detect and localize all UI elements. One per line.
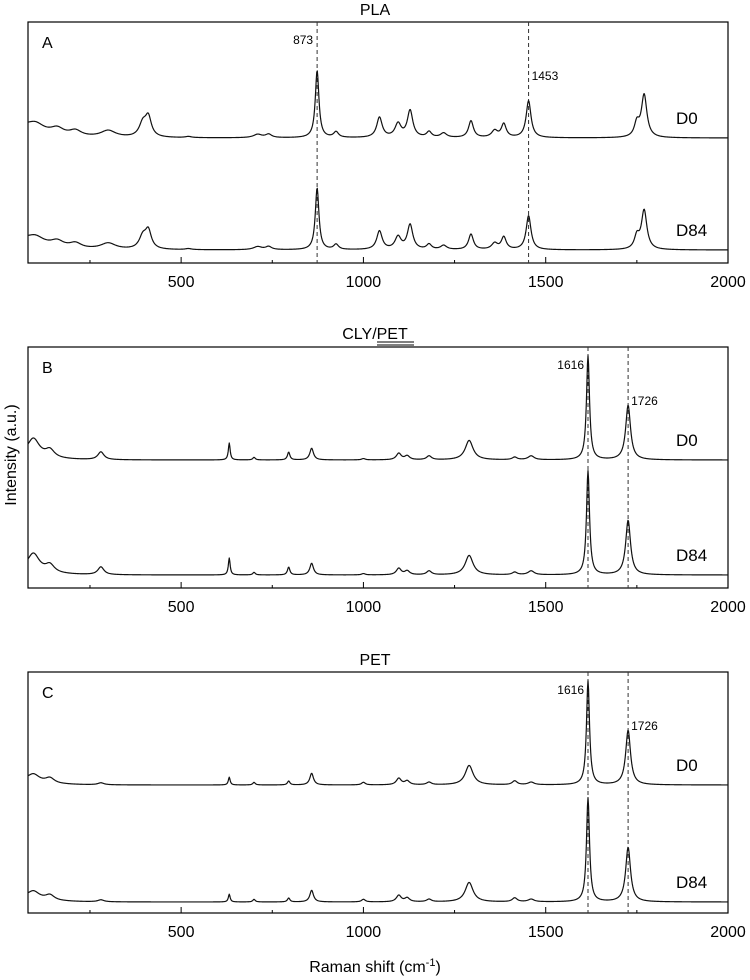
plot-frame xyxy=(27,671,729,914)
series-label-D0: D0 xyxy=(676,109,698,128)
x-tick-label: 2000 xyxy=(710,599,746,616)
peak-label-873: 873 xyxy=(293,33,313,47)
series-label-D0: D0 xyxy=(676,756,698,775)
series-label-D84: D84 xyxy=(676,221,707,240)
y-axis-label: Intensity (a.u.) xyxy=(3,404,20,505)
series-label-D84: D84 xyxy=(676,546,707,565)
panel-title: CLY/PET xyxy=(342,326,408,343)
x-axis-label: Raman shift (cm-1) xyxy=(309,957,441,976)
peak-label-1726: 1726 xyxy=(631,394,658,408)
panel-letter: A xyxy=(42,35,53,52)
peak-label-1726: 1726 xyxy=(631,719,658,733)
series-label-D84: D84 xyxy=(676,873,707,892)
peak-label-1616: 1616 xyxy=(557,358,584,372)
x-tick-label: 1000 xyxy=(346,274,382,291)
x-axis-label-main: Raman shift (cm xyxy=(309,959,425,976)
x-tick-label: 1000 xyxy=(346,599,382,616)
spectrum-D0 xyxy=(27,680,729,786)
spectrum-D84 xyxy=(27,470,729,576)
x-tick-label: 1500 xyxy=(528,924,564,941)
spectrum-D84 xyxy=(27,797,729,903)
x-tick-label: 1500 xyxy=(528,599,564,616)
panel-letter: B xyxy=(42,360,53,377)
panel-title: PLA xyxy=(360,2,391,19)
panel-letter: C xyxy=(42,685,54,702)
x-axis-label-superscript: -1 xyxy=(426,957,436,969)
x-tick-label: 500 xyxy=(168,599,195,616)
spectrum-D84 xyxy=(27,187,729,251)
x-tick-label: 1500 xyxy=(528,274,564,291)
x-tick-label: 500 xyxy=(168,274,195,291)
panel-C: PET C 500 1000 1500 2000 1616 1726 D0 D84 xyxy=(27,652,746,941)
x-tick-label: 2000 xyxy=(710,924,746,941)
x-axis-label-tail: ) xyxy=(435,959,440,976)
x-tick-label: 1000 xyxy=(346,924,382,941)
x-tick-label: 500 xyxy=(168,924,195,941)
peak-label-1453: 1453 xyxy=(532,69,559,83)
plot-frame xyxy=(27,346,729,589)
peak-label-1616: 1616 xyxy=(557,683,584,697)
panel-title: PET xyxy=(359,652,390,669)
series-label-D0: D0 xyxy=(676,431,698,450)
panel-B: CLY/PET B 500 1000 1500 2000 1616 1726 D0 D84 xyxy=(27,326,746,616)
x-tick-label: 2000 xyxy=(710,274,746,291)
panel-A: PLA A 500 1000 1500 2000 873 1453 D0 D84 xyxy=(27,2,746,291)
plot-frame xyxy=(27,21,729,264)
spectrum-D0 xyxy=(27,355,729,461)
spectrum-D0 xyxy=(27,70,729,139)
